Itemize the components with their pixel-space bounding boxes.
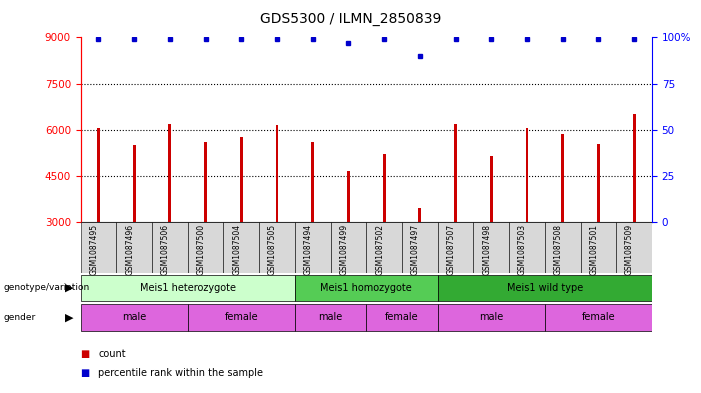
Text: GSM1087505: GSM1087505 (268, 224, 277, 275)
Bar (509, 222, 545, 273)
Text: male: male (318, 312, 343, 322)
Text: female: female (385, 312, 418, 322)
Text: GSM1087507: GSM1087507 (447, 224, 456, 275)
Bar (347, 171, 350, 222)
Bar (437, 222, 473, 273)
Bar (188, 304, 295, 331)
Bar (331, 222, 367, 273)
Bar (97, 128, 100, 222)
Bar (116, 222, 152, 273)
Text: male: male (479, 312, 503, 322)
Text: GSM1087503: GSM1087503 (518, 224, 527, 275)
Text: percentile rank within the sample: percentile rank within the sample (98, 368, 263, 378)
Text: GSM1087502: GSM1087502 (375, 224, 384, 275)
Text: GSM1087499: GSM1087499 (339, 224, 348, 275)
Text: ■: ■ (81, 368, 90, 378)
Bar (490, 156, 493, 222)
Bar (545, 304, 652, 331)
Bar (240, 138, 243, 222)
Bar (168, 123, 171, 222)
Text: GSM1087500: GSM1087500 (196, 224, 205, 275)
Text: genotype/variation: genotype/variation (4, 283, 90, 292)
Text: GSM1087504: GSM1087504 (232, 224, 241, 275)
Bar (367, 222, 402, 273)
Text: GSM1087501: GSM1087501 (590, 224, 599, 275)
Bar (562, 134, 564, 222)
Text: GSM1087508: GSM1087508 (554, 224, 563, 275)
Text: ▶: ▶ (65, 312, 74, 322)
Text: GSM1087494: GSM1087494 (304, 224, 313, 275)
Bar (224, 222, 259, 273)
Bar (437, 275, 652, 301)
Bar (152, 222, 188, 273)
Bar (437, 304, 545, 331)
Bar (295, 275, 437, 301)
Bar (81, 304, 188, 331)
Bar (275, 125, 278, 222)
Text: GSM1087509: GSM1087509 (625, 224, 634, 275)
Text: GSM1087495: GSM1087495 (90, 224, 98, 275)
Bar (545, 222, 580, 273)
Text: female: female (582, 312, 615, 322)
Text: Meis1 wild type: Meis1 wild type (507, 283, 583, 293)
Bar (402, 222, 437, 273)
Bar (311, 142, 314, 222)
Bar (526, 128, 529, 222)
Text: GSM1087497: GSM1087497 (411, 224, 420, 275)
Bar (295, 222, 331, 273)
Text: Meis1 heterozygote: Meis1 heterozygote (139, 283, 236, 293)
Bar (418, 208, 421, 222)
Bar (597, 143, 600, 222)
Text: GSM1087498: GSM1087498 (482, 224, 491, 275)
Bar (81, 275, 295, 301)
Bar (188, 222, 224, 273)
Bar (132, 145, 135, 222)
Bar (81, 222, 116, 273)
Text: ▶: ▶ (65, 283, 74, 293)
Bar (259, 222, 295, 273)
Text: female: female (224, 312, 258, 322)
Text: GDS5300 / ILMN_2850839: GDS5300 / ILMN_2850839 (260, 11, 441, 26)
Text: ■: ■ (81, 349, 90, 359)
Text: male: male (122, 312, 147, 322)
Bar (383, 154, 386, 222)
Bar (454, 123, 457, 222)
Text: GSM1087496: GSM1087496 (125, 224, 134, 275)
Text: Meis1 homozygote: Meis1 homozygote (320, 283, 412, 293)
Bar (580, 222, 616, 273)
Bar (204, 142, 207, 222)
Bar (295, 304, 367, 331)
Text: gender: gender (4, 313, 36, 322)
Bar (632, 114, 636, 222)
Bar (367, 304, 437, 331)
Bar (473, 222, 509, 273)
Bar (616, 222, 652, 273)
Text: GSM1087506: GSM1087506 (161, 224, 170, 275)
Text: count: count (98, 349, 125, 359)
